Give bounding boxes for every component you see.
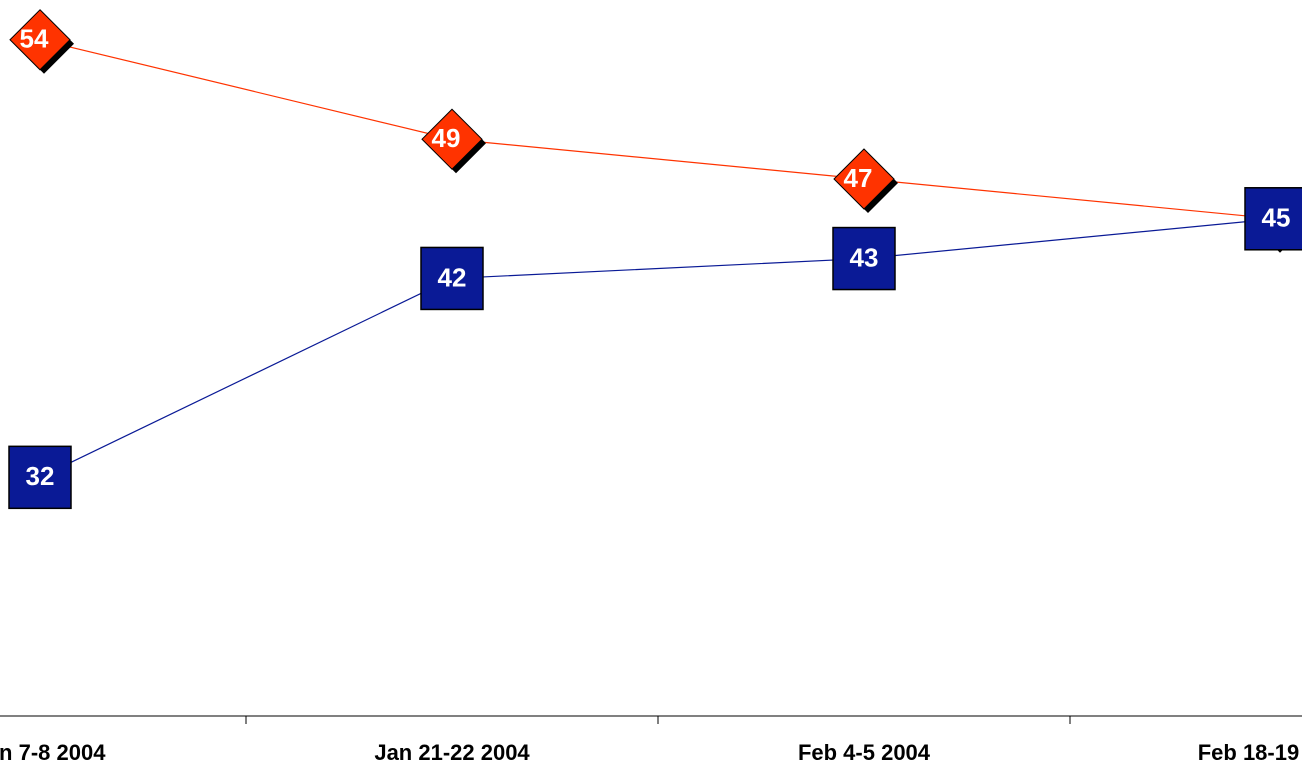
data-label: 45 (1262, 203, 1291, 233)
data-label: 49 (432, 123, 461, 153)
data-point: 43 (832, 226, 896, 291)
data-point: 42 (420, 246, 484, 311)
x-tick-label: Feb 18-19 2004 (1198, 740, 1302, 765)
data-label: 47 (844, 163, 873, 193)
data-label: 54 (20, 24, 49, 54)
data-point: 49 (421, 108, 486, 174)
marker (420, 246, 484, 311)
marker (9, 9, 71, 71)
series-line (39, 218, 1277, 478)
marker (421, 108, 483, 170)
series-line (39, 39, 1277, 220)
marker (833, 148, 895, 210)
marker (1244, 187, 1302, 251)
marker (832, 226, 896, 291)
data-point: 54 (9, 9, 74, 74)
data-label: 32 (26, 461, 55, 491)
data-label: 42 (438, 262, 467, 292)
data-point: 32 (8, 445, 72, 510)
marker (8, 445, 72, 510)
data-label: 43 (850, 242, 879, 272)
data-point: 47 (833, 148, 898, 213)
x-tick-label: Feb 4-5 2004 (798, 740, 931, 765)
data-point: 45 (1244, 187, 1302, 251)
x-tick-label: Jan 21-22 2004 (374, 740, 530, 765)
x-tick-label: Jan 7-8 2004 (0, 740, 106, 765)
